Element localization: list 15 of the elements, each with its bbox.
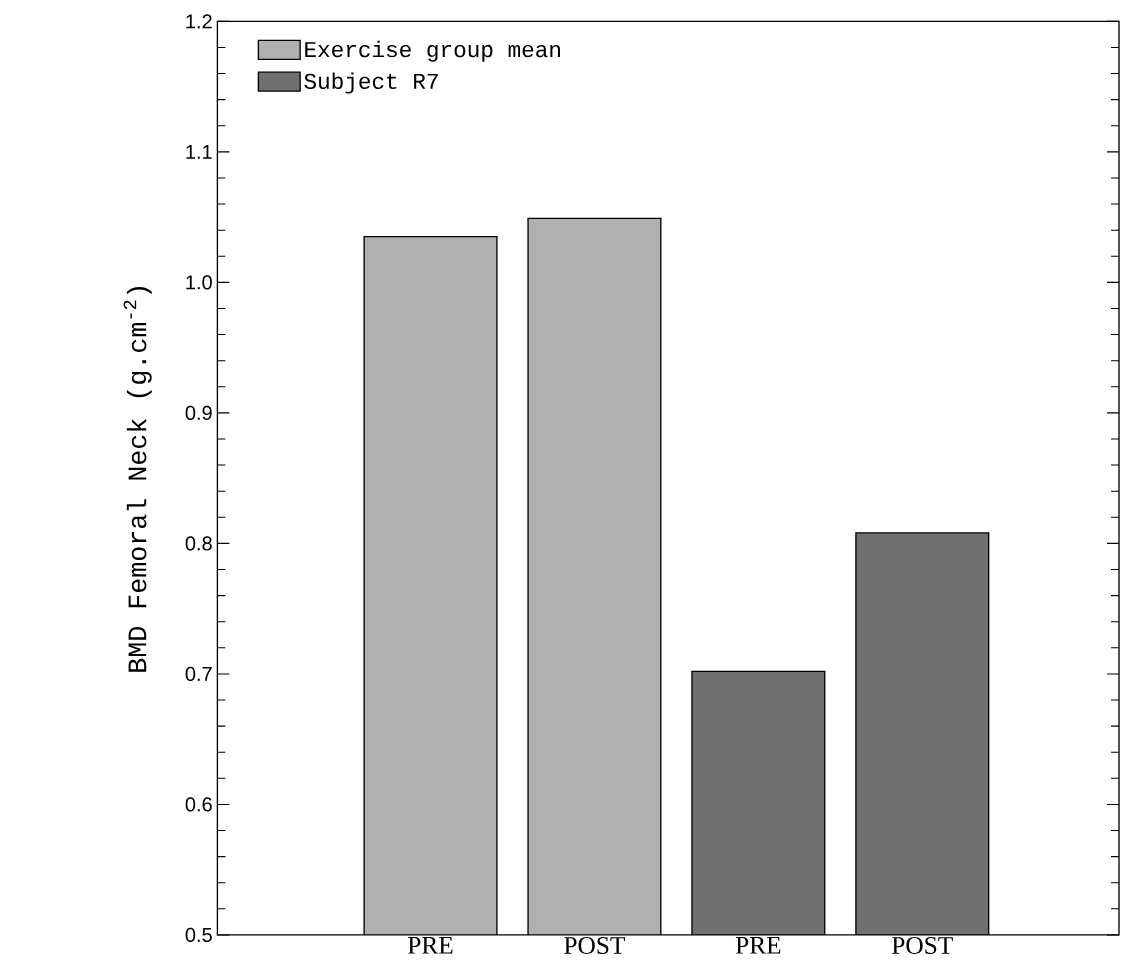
y-tick-label: 0.6 (185, 797, 212, 812)
y-tick-label: 0.8 (185, 536, 212, 551)
legend-label: Subject R7 (304, 72, 438, 94)
y-tick-label: 1.0 (186, 275, 212, 290)
x-tick-label: PRE (408, 937, 453, 954)
y-tick-label: 0.5 (185, 927, 212, 943)
y-tick-label: 0.7 (185, 666, 212, 681)
y-axis-title: BMD Femoral Neck (g.cm$^{-2}$) (123, 287, 152, 672)
x-tick-label: PRE (735, 937, 781, 954)
legend-label: Exercise group mean (305, 40, 560, 62)
y-tick-label: 0.9 (185, 405, 212, 420)
y-tick-label: 1.1 (186, 144, 212, 159)
y-tick-label: 1.2 (186, 14, 212, 29)
x-tick-label: POST (564, 937, 625, 955)
x-tick-label: POST (892, 937, 953, 955)
